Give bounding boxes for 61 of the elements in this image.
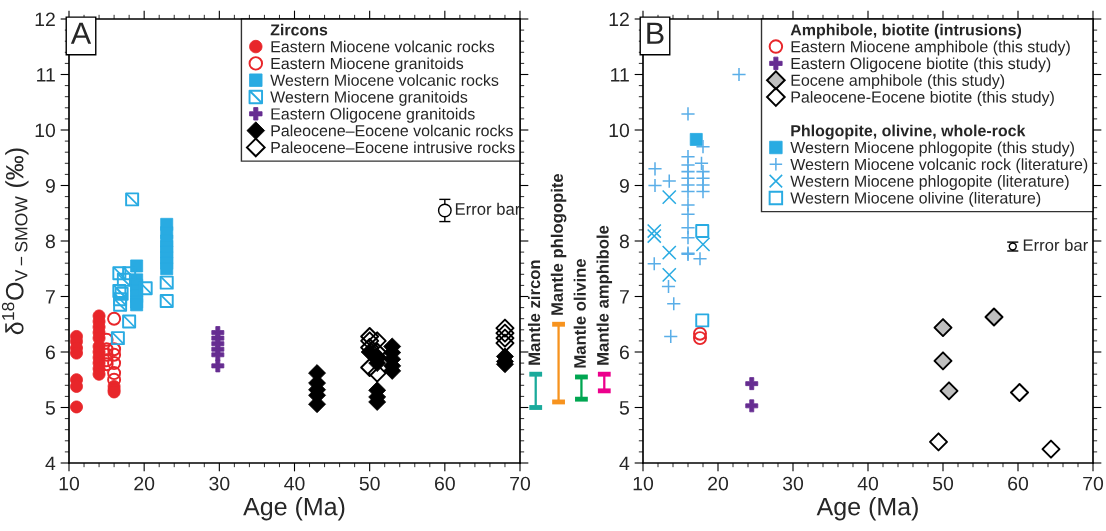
y-tick-label: 12 xyxy=(35,12,55,27)
y-tick-label: 9 xyxy=(45,178,55,193)
x-tick-label: 70 xyxy=(1083,476,1104,491)
x-tick-label: 20 xyxy=(134,476,155,491)
y-tick-label: 8 xyxy=(45,234,55,249)
y-tick-label: 12 xyxy=(609,12,629,27)
x-tick-label: 50 xyxy=(359,476,380,491)
y-tick-label: 11 xyxy=(37,68,55,82)
legend-label: Western Miocene phlogopite (this study) xyxy=(790,141,1074,157)
x-tick-label: 10 xyxy=(59,476,80,491)
legend-label: Eastern Miocene amphibole (this study) xyxy=(791,40,1070,56)
annotation: Error bar xyxy=(1023,238,1088,252)
chart-title: A xyxy=(70,22,92,44)
x-tick-label: 50 xyxy=(932,476,954,491)
y-tick-label: 5 xyxy=(45,401,55,415)
y-tick-label: 9 xyxy=(619,178,629,193)
y-tick-label: 5 xyxy=(619,401,629,415)
x-tick-label: 60 xyxy=(435,476,455,491)
y-tick-label: 10 xyxy=(609,123,630,138)
y-tick-label: 10 xyxy=(35,123,56,138)
legend-label: Eastern Oligocene granitoids xyxy=(271,107,475,123)
x-tick-label: 30 xyxy=(782,476,804,491)
legend-label: Eastern Miocene volcanic rocks xyxy=(271,40,495,53)
text: Phlogopite, olivine, whole-rock xyxy=(791,124,1026,140)
category-label: Mantle amphibole xyxy=(596,225,613,365)
x-tick-label: 30 xyxy=(209,476,230,491)
y-tick-label: 8 xyxy=(619,234,629,249)
legend-label: Eastern Oligocene biotite (this study) xyxy=(791,57,1051,73)
y-tick-label: 4 xyxy=(45,456,56,471)
x-axis-title: Age (Ma) xyxy=(243,497,345,521)
legend-label: Paleocene–Eocene intrusive rocks xyxy=(271,141,515,154)
category-label: Mantle zircon xyxy=(527,260,541,365)
y-tick-label: 6 xyxy=(619,345,629,360)
x-tick-label: 40 xyxy=(857,476,879,491)
y-tick-label: 11 xyxy=(611,68,629,82)
category-label: Mantle olivine xyxy=(573,259,586,368)
annotation: Error bar xyxy=(455,202,521,215)
legend-label: Western Miocene phlogopite (literature) xyxy=(790,175,1069,190)
legend-label: Paleocene-Eocene biotite (this study) xyxy=(791,91,1054,106)
legend-label: Western Miocene olivine (literature) xyxy=(790,191,1041,207)
category-label: Mantle phlogopite xyxy=(550,173,567,315)
y-axis-title: δ$^{18}$O$_{V−SMOW}$ (‰) xyxy=(1,148,29,335)
x-tick-label: 10 xyxy=(633,476,654,491)
y-tick-label: 6 xyxy=(45,345,55,360)
y-tick-label: 7 xyxy=(619,290,629,304)
legend-label: Western Miocene volcanic rock (literature) xyxy=(790,158,1088,174)
x-tick-label: 40 xyxy=(284,476,305,491)
text: Amphibole, biotite (intrusions) xyxy=(790,23,1022,39)
x-tick-label: 20 xyxy=(708,476,729,491)
x-tick-label: 70 xyxy=(510,476,531,491)
legend-label: Western Miocene granitoids xyxy=(270,91,468,106)
y-tick-label: 4 xyxy=(619,456,630,471)
legend-label: Western Miocene volcanic rocks xyxy=(270,74,499,86)
y-tick-label: 7 xyxy=(45,290,55,304)
text: Zircons xyxy=(270,23,328,36)
legend-label: Eastern Miocene granitoids xyxy=(271,57,464,73)
chart-title: B xyxy=(647,22,664,44)
x-tick-label: 60 xyxy=(1008,476,1029,491)
legend-label: Eocene amphibole (this study) xyxy=(791,74,1005,90)
legend-label: Paleocene–Eocene volcanic rocks xyxy=(271,124,513,137)
x-axis-title: Age (Ma) xyxy=(816,497,918,521)
